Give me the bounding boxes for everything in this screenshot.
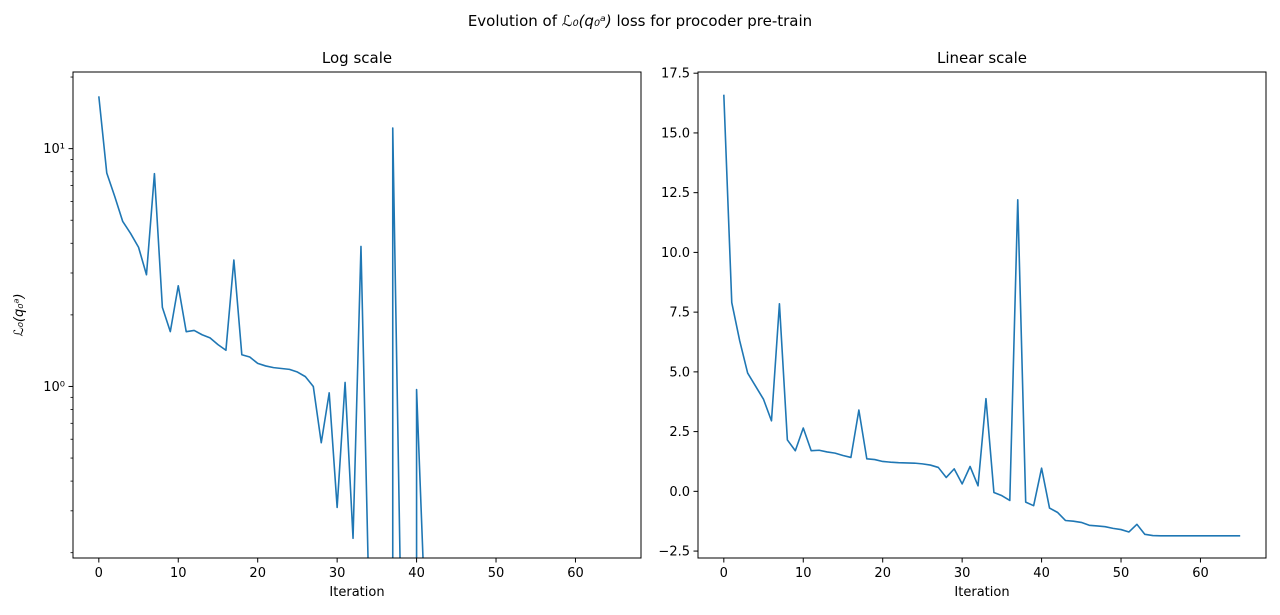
axes-frame bbox=[72, 71, 642, 559]
x-axis-label: Iteration bbox=[329, 585, 384, 600]
axes-frame bbox=[697, 71, 1267, 559]
y-tick-label: −2.5 bbox=[658, 545, 690, 560]
subplot-title: Linear scale bbox=[937, 49, 1027, 67]
y-axis-label: ℒ₀(q₀ᵃ) bbox=[12, 293, 27, 336]
x-tick-label: 50 bbox=[1113, 566, 1130, 581]
figure-title-prefix: Evolution of bbox=[468, 12, 562, 30]
x-tick-label: 20 bbox=[249, 566, 266, 581]
x-tick-label: 0 bbox=[95, 566, 103, 581]
x-axis-label: Iteration bbox=[954, 585, 1009, 600]
x-tick-label: 30 bbox=[329, 566, 346, 581]
linear-scale-panel: Linear scale 0 10 20 30 40 50 60 −2.5 0.0 2.5 5.0 7.… bbox=[658, 49, 1267, 600]
x-tick-label: 40 bbox=[408, 566, 425, 581]
y-tick-label: 7.5 bbox=[669, 306, 690, 321]
subplot-title: Log scale bbox=[322, 49, 392, 67]
figure-title-suffix: loss for procoder pre-train bbox=[612, 12, 812, 30]
y-tick-label: 10⁰ bbox=[43, 380, 65, 395]
x-tick-label: 20 bbox=[874, 566, 891, 581]
y-tick-label: 10.0 bbox=[661, 246, 690, 261]
x-tick-label: 60 bbox=[567, 566, 584, 581]
x-tick-label: 50 bbox=[488, 566, 505, 581]
y-tick-label: 10¹ bbox=[43, 142, 65, 157]
log-scale-panel: Log scale 0 10 20 30 40 50 60 10⁰ 10¹ Iteration ℒ₀(… bbox=[12, 49, 642, 600]
y-tick-label: 15.0 bbox=[661, 126, 690, 141]
x-tick-label: 10 bbox=[170, 566, 187, 581]
y-tick-label: 2.5 bbox=[669, 425, 690, 440]
y-tick-label: 17.5 bbox=[661, 67, 690, 82]
x-tick-label: 30 bbox=[954, 566, 971, 581]
figure-title: Evolution of ℒ₀(q₀ᵃ) loss for procoder p… bbox=[468, 12, 812, 30]
series-line-0 bbox=[98, 96, 424, 558]
x-tick-label: 40 bbox=[1033, 566, 1050, 581]
series-line-0 bbox=[723, 94, 1241, 537]
x-tick-label: 10 bbox=[795, 566, 812, 581]
y-tick-label: 5.0 bbox=[669, 365, 690, 380]
x-tick-label: 0 bbox=[720, 566, 728, 581]
figure-title-math: ℒ₀(q₀ᵃ) bbox=[562, 12, 612, 30]
y-tick-label: 12.5 bbox=[661, 186, 690, 201]
y-tick-label: 0.0 bbox=[669, 485, 690, 500]
x-tick-label: 60 bbox=[1192, 566, 1209, 581]
